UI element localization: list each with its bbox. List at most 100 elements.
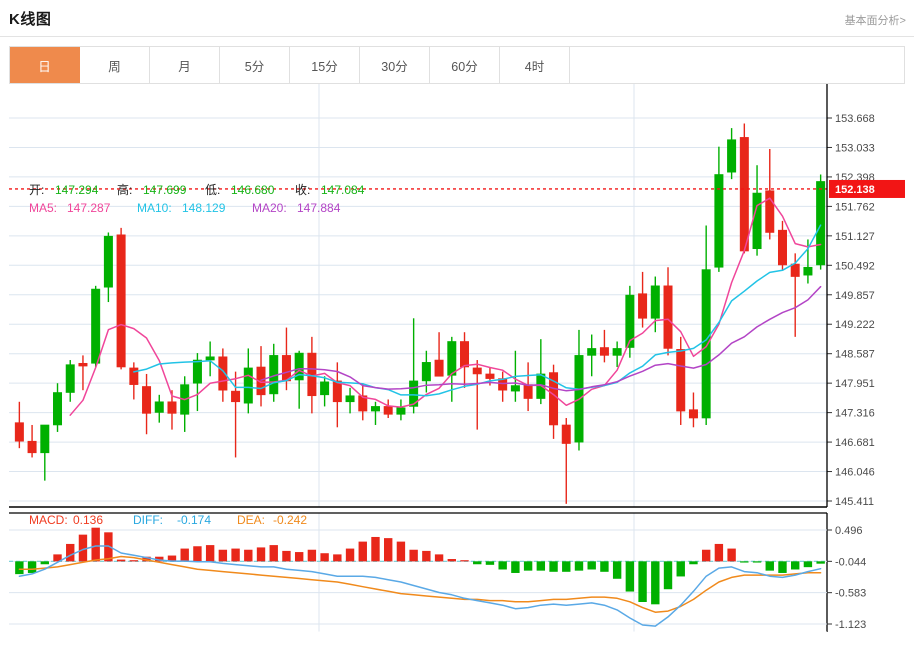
macd-histogram-bar xyxy=(498,561,507,570)
ohlc-legend-low-value: 146.680 xyxy=(231,183,275,197)
macd-histogram-bar xyxy=(714,543,724,562)
price-axis-label: 146.681 xyxy=(835,437,875,449)
macd-histogram-bar xyxy=(15,561,24,575)
tab-日[interactable]: 日 xyxy=(10,47,80,83)
candle-body xyxy=(472,367,482,375)
candle-body xyxy=(91,288,101,364)
tab-月[interactable]: 月 xyxy=(150,47,220,83)
macd-histogram-bar xyxy=(638,561,647,602)
macd-histogram-bar xyxy=(536,561,546,571)
candle-body xyxy=(676,349,686,412)
macd-histogram-bar xyxy=(587,561,596,570)
tab-5分[interactable]: 5分 xyxy=(220,47,290,83)
macd-histogram-bar xyxy=(676,561,685,577)
candle-body xyxy=(192,359,202,384)
macd-histogram-bar xyxy=(409,549,418,562)
kline-panel-bg xyxy=(9,84,827,508)
candle-body xyxy=(765,190,775,233)
macd-histogram-bar xyxy=(345,548,355,562)
macd-histogram-bar xyxy=(600,561,609,572)
candle-body xyxy=(167,401,177,414)
price-axis-label: 147.951 xyxy=(835,378,875,390)
tab-30分[interactable]: 30分 xyxy=(360,47,430,83)
macd-histogram-bar xyxy=(384,538,393,562)
candle-body xyxy=(40,424,50,454)
candle-body xyxy=(65,364,75,393)
candle-body xyxy=(460,341,470,368)
macd-panel-bg xyxy=(9,512,827,633)
price-axis-label: 153.668 xyxy=(835,113,875,125)
macd-histogram-bar xyxy=(180,548,189,562)
macd-histogram-bar xyxy=(460,560,469,562)
price-axis-label: 145.411 xyxy=(835,496,874,508)
candle-body xyxy=(396,407,406,415)
candle-body xyxy=(803,266,813,276)
tab-60分[interactable]: 60分 xyxy=(430,47,500,83)
candle-body xyxy=(218,356,228,391)
macd-histogram-bar xyxy=(282,550,291,562)
macd-histogram-bar xyxy=(651,561,660,605)
candle-body xyxy=(688,409,698,419)
macd-legend-label-1: DIFF: xyxy=(133,513,163,527)
candle-body xyxy=(154,401,164,413)
candle-body xyxy=(612,348,622,356)
candle-body xyxy=(345,395,355,403)
candle-body xyxy=(447,341,457,376)
candle-body xyxy=(14,422,24,442)
candle-body xyxy=(638,293,648,319)
macd-histogram-bar xyxy=(778,561,787,573)
macd-histogram-bar xyxy=(765,561,774,571)
macd-histogram-bar xyxy=(244,549,253,562)
ohlc-legend-close-label: 收: xyxy=(295,183,310,197)
candle-body xyxy=(701,269,711,419)
candle-body xyxy=(625,294,635,348)
ohlc-legend-close-value: 147.084 xyxy=(321,183,365,197)
candle-body xyxy=(714,174,724,268)
candle-body xyxy=(485,373,495,379)
macd-histogram-bar xyxy=(562,561,571,572)
macd-histogram-bar xyxy=(155,556,164,562)
candle-body xyxy=(650,285,660,319)
ma-legend-label-0: MA5: xyxy=(29,201,57,215)
ma-legend-label-2: MA20: xyxy=(252,201,287,215)
page-title: K线图 xyxy=(9,11,52,28)
ma-legend-value-0: 147.287 xyxy=(67,201,111,215)
price-axis-label: 151.762 xyxy=(835,201,875,213)
macd-legend-label-2: DEA: xyxy=(237,513,265,527)
macd-histogram-bar xyxy=(689,561,698,565)
macd-histogram-bar xyxy=(91,527,100,562)
current-price-value: 152.138 xyxy=(835,184,875,196)
macd-histogram-bar xyxy=(803,561,813,568)
ohlc-legend-open-label: 开: xyxy=(29,183,44,197)
macd-histogram-bar xyxy=(27,561,37,573)
candle-body xyxy=(421,362,431,382)
ohlc-legend-high-value: 147.699 xyxy=(143,183,187,197)
candle-body xyxy=(358,395,368,412)
candle-body xyxy=(599,347,609,356)
candle-body xyxy=(103,235,113,288)
tab-15分[interactable]: 15分 xyxy=(290,47,360,83)
candle-body xyxy=(383,406,393,415)
candle-body xyxy=(116,234,126,368)
fundamental-analysis-link[interactable]: 基本面分析> xyxy=(844,15,906,27)
tab-周[interactable]: 周 xyxy=(80,47,150,83)
ma-line-ma5 xyxy=(69,197,822,416)
macd-histogram-bar xyxy=(752,561,762,563)
macd-histogram-bar xyxy=(66,543,75,562)
tab-4时[interactable]: 4时 xyxy=(500,47,570,83)
macd-histogram-bar xyxy=(167,555,177,562)
macd-histogram-bar xyxy=(116,559,126,562)
kline-chart-svg[interactable]: 153.668153.033152.398151.762151.127150.4… xyxy=(9,84,905,640)
candle-body xyxy=(78,362,88,367)
candle-body xyxy=(27,440,37,454)
macd-histogram-bar xyxy=(625,561,635,592)
macd-histogram-bar xyxy=(701,549,711,562)
candle-body xyxy=(332,380,342,403)
macd-legend-label-0: MACD: xyxy=(29,513,68,527)
macd-histogram-bar xyxy=(612,561,622,579)
macd-histogram-bar xyxy=(320,553,329,562)
chart-area: 153.668 153.033 152.398 151.762 151.127 150.4… xyxy=(9,84,905,640)
candle-body xyxy=(370,406,380,412)
price-axis-label: 149.857 xyxy=(835,290,875,302)
